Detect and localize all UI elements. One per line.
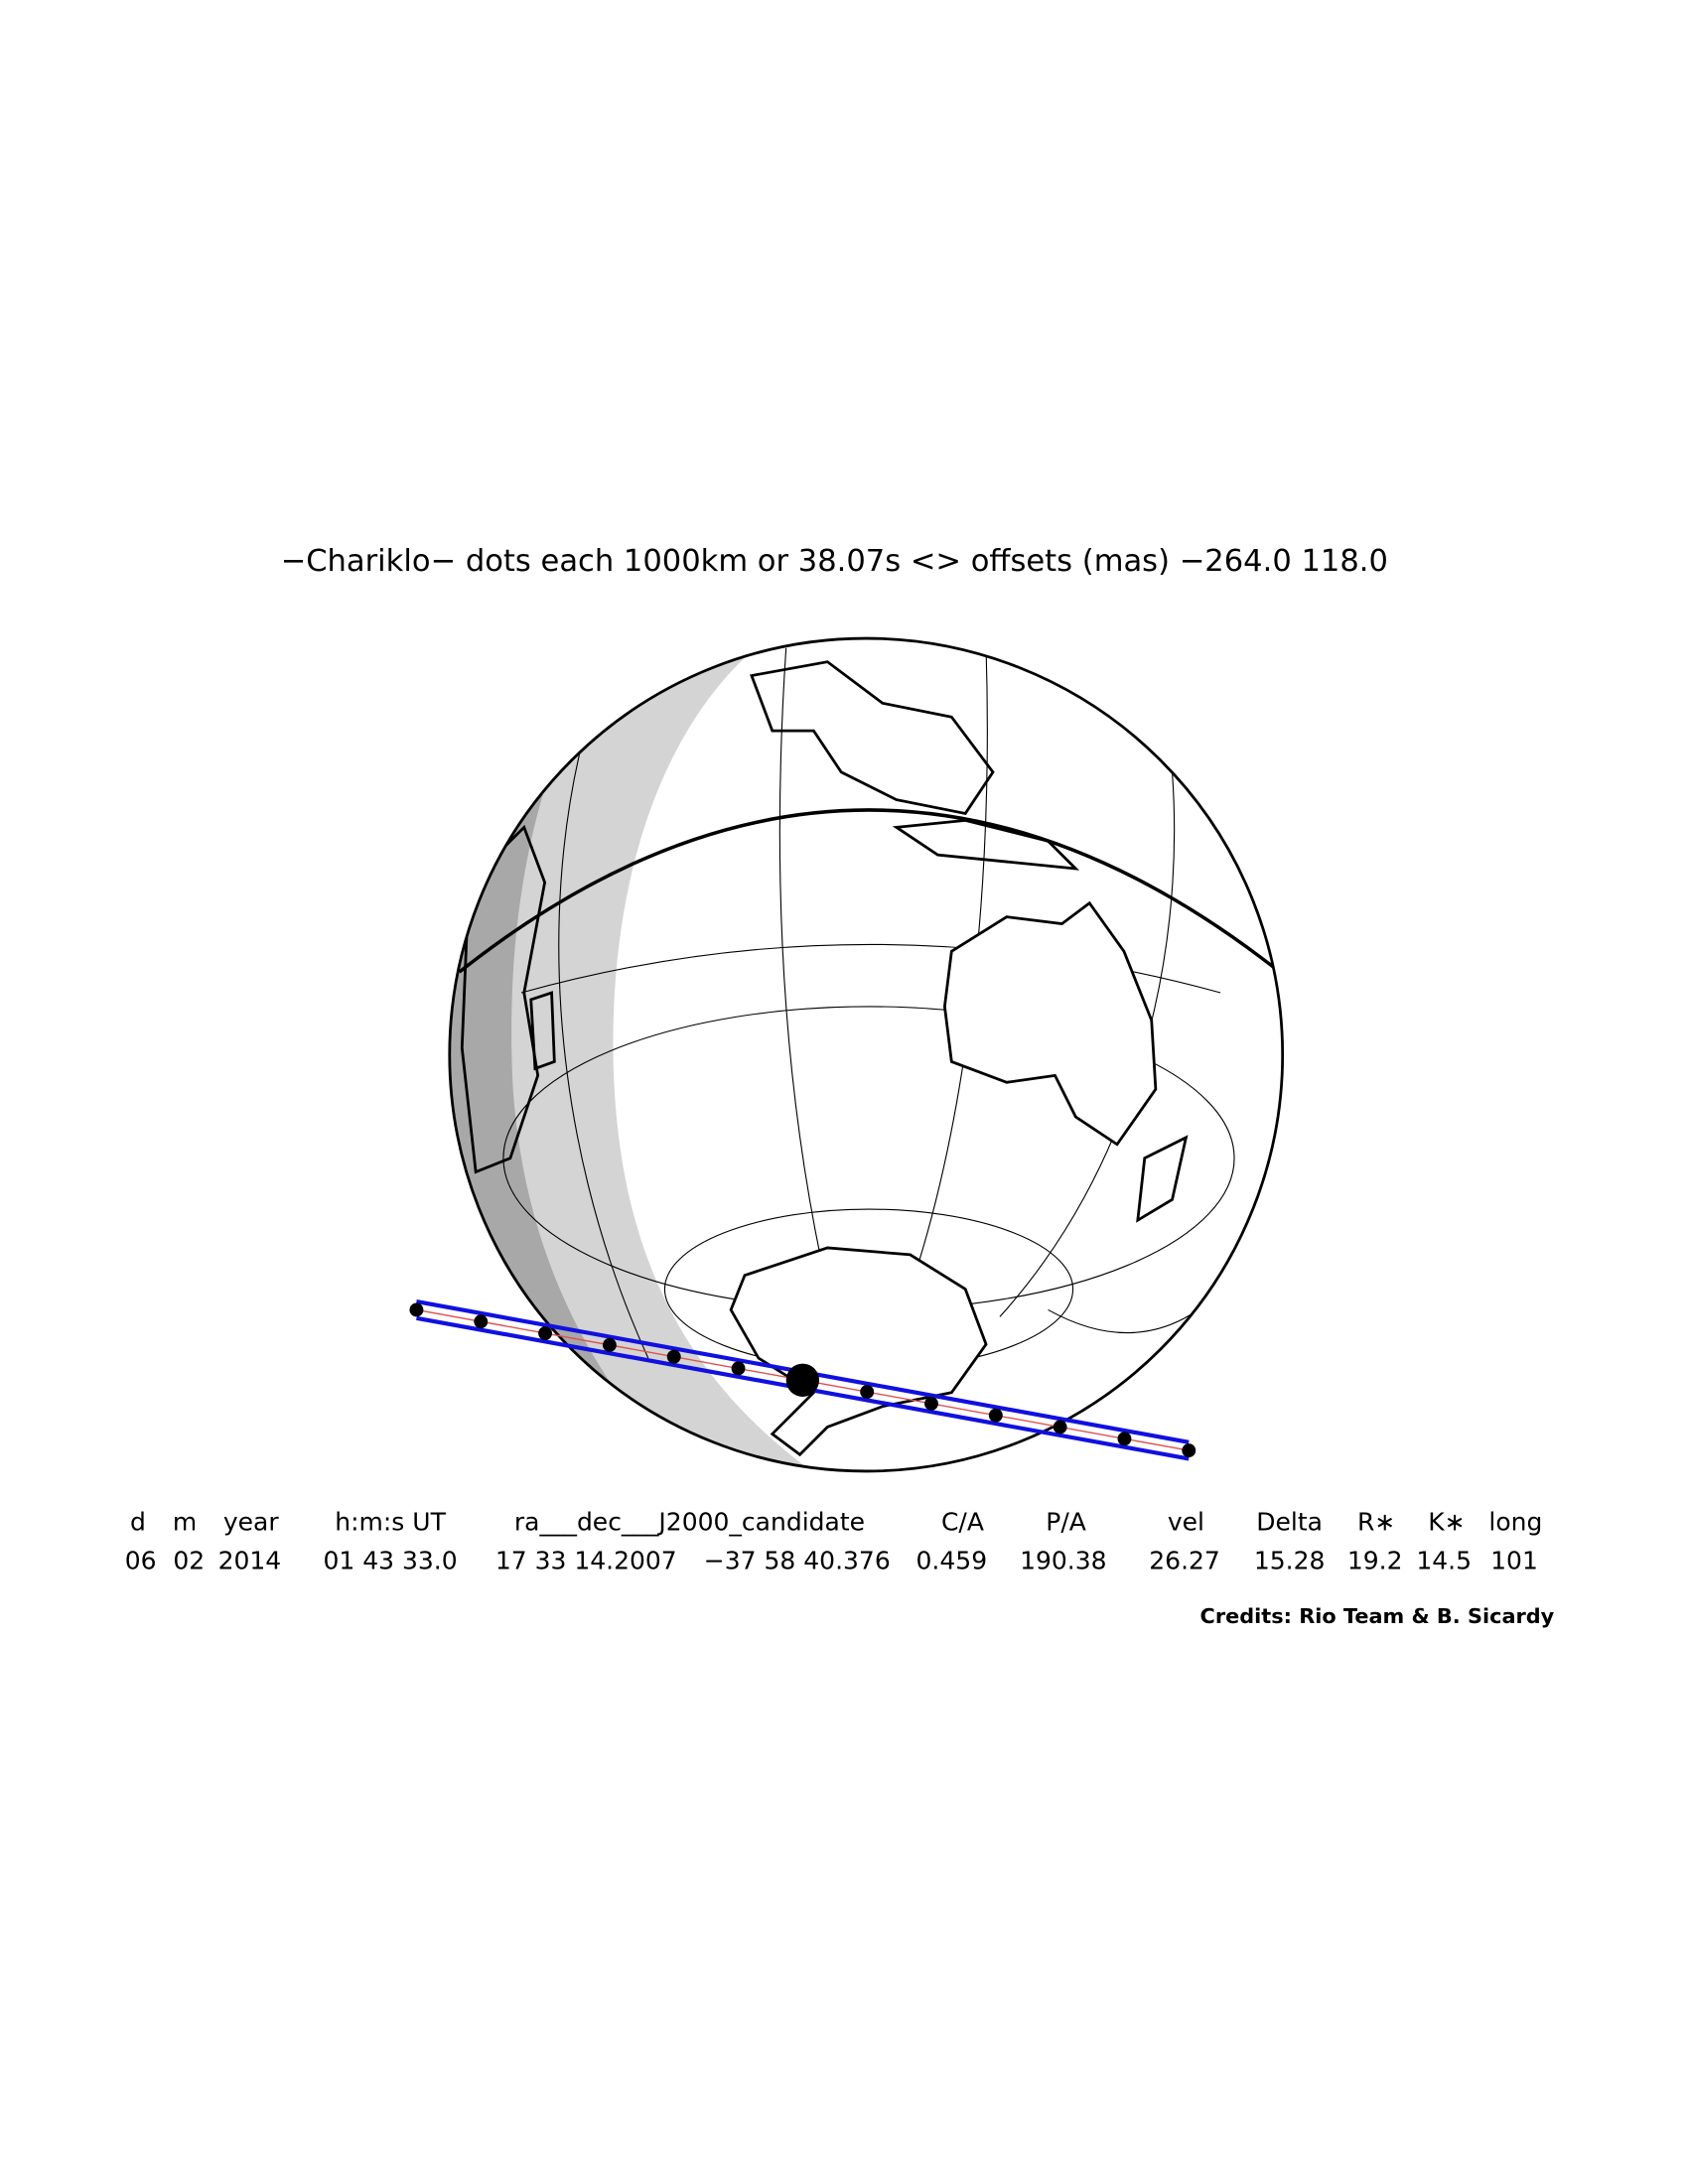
column-header: d xyxy=(130,1508,146,1537)
data-table: d m year h:m:s UT ra___dec___J2000_candidate… xyxy=(125,1508,1543,1575)
table-value: 101 xyxy=(1490,1547,1538,1575)
track-dot xyxy=(1182,1443,1196,1458)
table-value: 2014 xyxy=(218,1547,282,1575)
track-dot xyxy=(538,1326,553,1340)
track-dot xyxy=(924,1396,938,1411)
column-header: K∗ xyxy=(1428,1508,1465,1537)
table-value: 15.28 xyxy=(1254,1547,1326,1575)
column-header: vel xyxy=(1168,1508,1204,1537)
table-value: 06 xyxy=(125,1547,157,1575)
column-header: h:m:s UT xyxy=(335,1508,446,1537)
track-dot xyxy=(731,1361,746,1376)
track-dot xyxy=(1053,1420,1067,1434)
column-header: C/A xyxy=(941,1508,984,1537)
table-value: 01 43 33.0 xyxy=(323,1547,457,1575)
column-header: R∗ xyxy=(1357,1508,1395,1537)
track-dot xyxy=(602,1337,617,1352)
column-header: P/A xyxy=(1046,1508,1086,1537)
column-header: m xyxy=(173,1508,197,1537)
globe xyxy=(448,636,1285,1473)
track-dot xyxy=(1117,1432,1132,1446)
table-value: 17 33 14.2007 xyxy=(495,1547,677,1575)
track-dot xyxy=(785,1363,820,1397)
track-dot xyxy=(409,1302,424,1317)
table-value: 02 xyxy=(173,1547,205,1575)
track-dot xyxy=(474,1314,489,1329)
track-dot xyxy=(666,1349,681,1364)
table-value: 26.27 xyxy=(1149,1547,1220,1575)
column-header: year xyxy=(223,1508,279,1537)
track-dot xyxy=(860,1385,875,1400)
track-dot xyxy=(988,1408,1003,1423)
column-header: ra___dec___J2000_candidate xyxy=(514,1508,865,1537)
table-value: 14.5 xyxy=(1416,1547,1472,1575)
title: −Chariklo− dots each 1000km or 38.07s <>… xyxy=(281,544,1388,579)
table-value: 190.38 xyxy=(1020,1547,1106,1575)
occultation-track xyxy=(409,1299,1196,1461)
column-header: Delta xyxy=(1256,1508,1323,1537)
table-value: 0.459 xyxy=(916,1547,988,1575)
table-value: 19.2 xyxy=(1347,1547,1403,1575)
column-header: long xyxy=(1488,1508,1542,1537)
credits: Credits: Rio Team & B. Sicardy xyxy=(1200,1604,1555,1628)
table-value: −37 58 40.376 xyxy=(704,1547,891,1575)
